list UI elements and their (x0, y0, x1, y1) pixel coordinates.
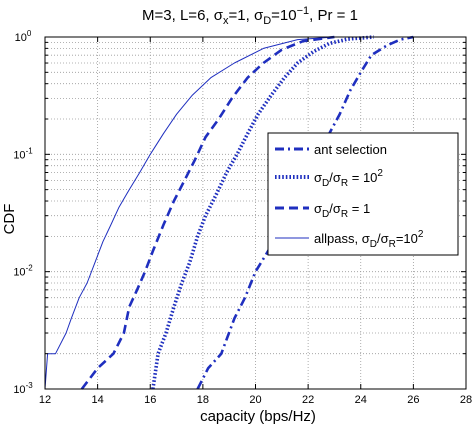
x-tick-label: 20 (249, 394, 261, 406)
title-part-b: =1, σ (229, 7, 264, 24)
y-tick-label-exponent: -2 (26, 264, 34, 273)
y-tick-label: 100 (15, 29, 32, 44)
x-tick-label: 18 (197, 394, 209, 406)
x-tick-label: 26 (407, 394, 419, 406)
series-line-solid (44, 36, 335, 390)
y-axis-label: CDF (1, 204, 18, 235)
title-part-d: , Pr = 1 (309, 7, 358, 24)
legend-dotted-sub1: D (322, 178, 329, 189)
y-tick-label-base: 10 (15, 32, 27, 44)
y-tick-label: 10-3 (13, 381, 33, 396)
legend-ant-main: ant selection (314, 142, 387, 157)
title-sup: −1 (297, 5, 310, 17)
y-tick-label: 10-1 (13, 146, 33, 161)
y-tick-label-exponent: -1 (26, 146, 34, 155)
legend-dashed-rest: = 1 (348, 201, 370, 216)
legend-label-dotted: σD/σR = 102 (314, 168, 383, 189)
legend-dotted-mid: /σ (329, 170, 341, 185)
legend-dashed-sub1: D (322, 209, 329, 220)
legend-solid-sub2: R (389, 239, 396, 250)
title-part-c: =10 (271, 7, 296, 24)
x-tick-label: 28 (460, 394, 472, 406)
chart-title: M=3, L=6, σx=1, σD=10−1, Pr = 1 (142, 5, 358, 27)
legend-dashed-s1: σ (314, 201, 322, 216)
legend-label-dashed: σD/σR = 1 (314, 201, 370, 220)
legend-dotted-rest: = 10 (348, 170, 377, 185)
y-tick-label-base: 10 (13, 149, 25, 161)
x-tick-label: 12 (39, 394, 51, 406)
title-part-a: M=3, L=6, σ (142, 7, 224, 24)
x-tick-label: 16 (144, 394, 156, 406)
y-tick-label: 10-2 (13, 264, 33, 279)
legend-solid-sub1: D (370, 239, 377, 250)
legend-solid-rest: =10 (396, 231, 418, 246)
x-tick-label: 24 (355, 394, 367, 406)
y-tick-label-base: 10 (13, 267, 25, 279)
series-line-dashed (80, 35, 335, 390)
x-tick-label: 14 (92, 394, 104, 406)
legend-label-solid: allpass, σD/σR=102 (314, 229, 424, 250)
legend: ant selection σD/σR = 102 σD/σR = 1 allp… (267, 132, 459, 256)
title-sub-d: D (263, 15, 271, 27)
legend-label-ant-selection: ant selection (314, 142, 387, 157)
legend-dashed-sub2: R (341, 209, 348, 220)
legend-box (267, 132, 459, 256)
y-tick-label-exponent: 0 (27, 29, 32, 38)
legend-dotted-sup: 2 (377, 168, 383, 179)
y-tick-label-base: 10 (13, 384, 25, 396)
grid (45, 37, 466, 389)
x-axis-label: capacity (bps/Hz) (200, 408, 316, 425)
legend-dashed-mid: /σ (329, 201, 341, 216)
legend-solid-sup: 2 (418, 229, 424, 240)
legend-solid-mid: /σ (377, 231, 389, 246)
legend-solid-pre: allpass, σ (314, 231, 370, 246)
x-tick-label: 22 (302, 394, 314, 406)
legend-dotted-sub2: R (341, 178, 348, 189)
title-sub-x: x (223, 15, 229, 27)
y-tick-label-exponent: -3 (26, 381, 34, 390)
legend-dotted-s1: σ (314, 170, 322, 185)
